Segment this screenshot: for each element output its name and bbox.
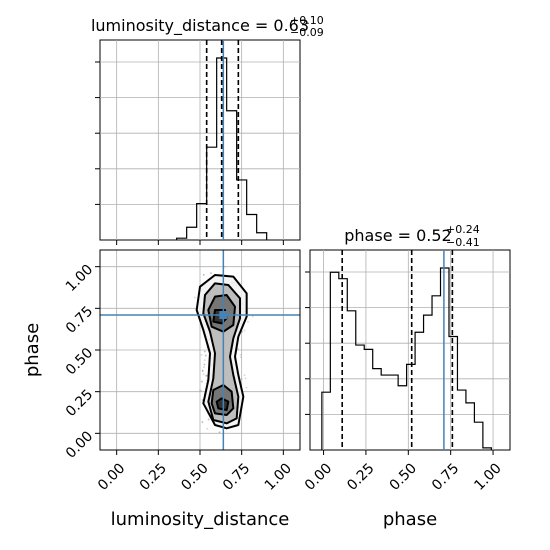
phase-histogram-frame xyxy=(309,249,511,451)
joint-sample-point xyxy=(240,356,242,359)
joint-sample-point xyxy=(200,380,203,383)
luminosity-histogram-title: luminosity_distance = 0.63 xyxy=(91,16,309,36)
joint-truth-marker xyxy=(219,311,228,319)
phase-xtick-label-1: 0.25 xyxy=(344,460,377,493)
joint-ytick-label-0: 0.00 xyxy=(63,428,96,461)
phase-histogram-grid xyxy=(310,250,510,450)
joint-sample-point xyxy=(201,369,204,372)
joint-sample-point xyxy=(210,272,212,274)
joint-sample-point xyxy=(203,350,206,353)
joint-density-panel: 0.00 0.25 0.50 0.75 1.000.000.250.500.751.00… xyxy=(22,249,301,530)
joint-x-axis-label: luminosity_distance xyxy=(111,509,290,530)
joint-sample-point xyxy=(245,386,248,389)
joint-sample-point xyxy=(251,315,254,318)
joint-sample-point xyxy=(201,421,204,423)
joint-sample-point xyxy=(243,374,246,377)
joint-ytick-label-1: 0.25 xyxy=(63,387,96,420)
joint-sample-point xyxy=(200,353,203,356)
phase-histogram-title: phase = 0.52 xyxy=(344,226,451,245)
phase-histogram-step xyxy=(321,267,492,450)
luminosity-histogram-grid xyxy=(100,40,300,240)
joint-sample-point xyxy=(203,363,206,366)
phase-histogram-panel: 0.00 0.25 0.50 0.75 1.00 phase = 0.52 +0.24 … xyxy=(302,223,511,530)
joint-sample-point xyxy=(210,272,212,274)
luminosity-title-upper-error: +0.10 xyxy=(290,14,324,27)
phase-xtick-label-0: 0.00 xyxy=(302,460,335,493)
joint-sample-point xyxy=(200,380,203,383)
joint-density-grid xyxy=(100,250,300,450)
joint-sample-point xyxy=(207,418,210,421)
joint-sample-point xyxy=(201,369,204,372)
luminosity-histogram-panel: luminosity_distance = 0.63 +0.10 −0.09 xyxy=(91,14,324,245)
joint-xtick-label-2: 0.50 xyxy=(178,460,211,493)
joint-sample-point xyxy=(203,350,206,353)
joint-sample-point xyxy=(204,374,207,377)
joint-ytick-label-3: 0.75 xyxy=(63,303,96,336)
joint-xtick-label-3: 0.75 xyxy=(220,460,253,493)
joint-sample-point xyxy=(218,431,221,434)
joint-sample-point xyxy=(240,377,243,380)
joint-sample-point xyxy=(244,377,247,380)
phase-title-lower-error: −0.41 xyxy=(446,236,480,249)
luminosity-quantile-lines xyxy=(205,40,240,240)
joint-xtick-label-0: 0.00 xyxy=(95,460,128,493)
luminosity-title-main: luminosity_distance = 0.63 xyxy=(91,16,309,36)
joint-density-contours xyxy=(195,274,248,430)
joint-y-axis-label: phase xyxy=(22,323,43,377)
joint-ytick-label-2: 0.50 xyxy=(63,345,96,378)
joint-sample-point xyxy=(218,431,221,434)
joint-xtick-label-1: 0.25 xyxy=(137,460,170,493)
joint-xtick-label-4: 1.00 xyxy=(262,460,295,493)
joint-sample-point xyxy=(243,329,246,332)
joint-sample-point xyxy=(194,296,196,299)
phase-title-main: phase = 0.52 xyxy=(344,226,451,245)
joint-sample-point xyxy=(239,353,242,356)
joint-sample-point xyxy=(204,354,207,357)
joint-sample-point xyxy=(204,354,207,357)
joint-sample-point xyxy=(202,273,205,276)
joint-sample-point xyxy=(202,273,205,276)
joint-sample-point xyxy=(206,427,209,430)
joint-ytick-label-4: 1.00 xyxy=(63,262,96,295)
joint-sample-point xyxy=(205,374,208,377)
joint-contour-level-4 xyxy=(215,397,230,411)
joint-sample-point xyxy=(203,366,205,368)
joint-sample-point xyxy=(200,389,203,392)
phase-x-axis-label: phase xyxy=(383,509,437,530)
joint-sample-point xyxy=(205,374,208,377)
joint-sample-point xyxy=(202,373,205,376)
phase-xtick-label-3: 0.75 xyxy=(429,460,462,493)
luminosity-title-lower-error: −0.09 xyxy=(290,26,324,39)
joint-sample-point xyxy=(247,320,249,323)
joint-sample-point xyxy=(237,348,239,350)
joint-sample-point xyxy=(224,265,226,268)
phase-title-upper-error: +0.24 xyxy=(446,223,480,236)
phase-xtick-label-4: 1.00 xyxy=(471,460,504,493)
phase-xtick-label-2: 0.50 xyxy=(387,460,420,493)
joint-sample-point xyxy=(199,389,201,392)
joint-sample-point xyxy=(201,370,204,372)
joint-sample-point xyxy=(207,418,210,421)
joint-sample-point xyxy=(203,359,206,362)
joint-sample-point xyxy=(203,363,206,366)
joint-sample-point xyxy=(201,421,204,423)
phase-quantile-lines xyxy=(341,250,454,450)
luminosity-histogram-ticks xyxy=(95,61,284,245)
